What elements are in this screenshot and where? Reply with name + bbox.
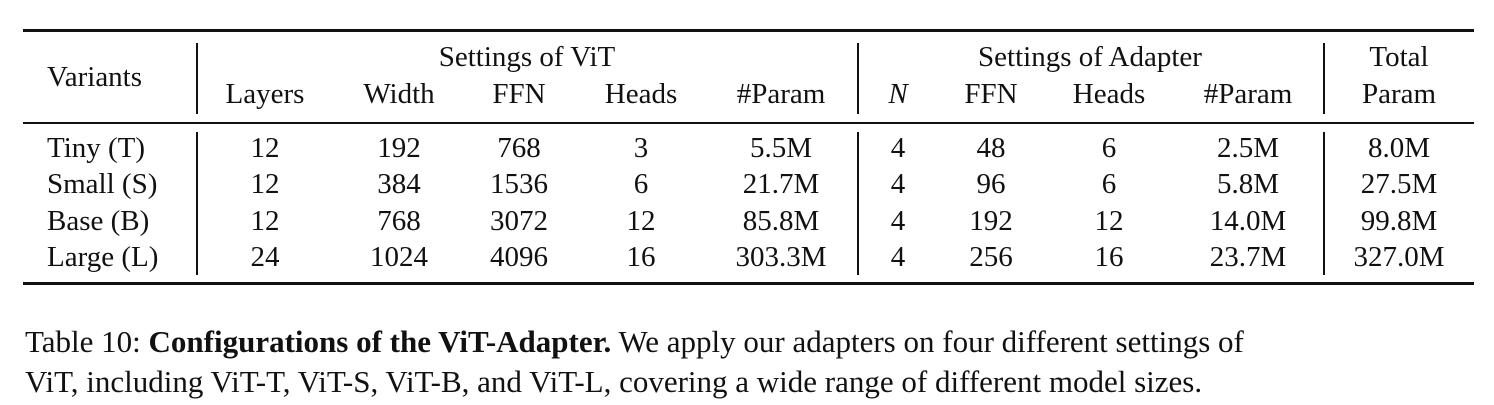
table-cell-adapter-ffn: 256 bbox=[969, 241, 1013, 273]
table-cell-vit-param: 21.7M bbox=[742, 168, 820, 200]
header-separator-vit bbox=[857, 43, 859, 114]
table-cell-vit-heads: 3 bbox=[633, 132, 649, 164]
header-vit-heads: Heads bbox=[604, 78, 678, 110]
table-cell-adapter-param: 2.5M bbox=[1216, 132, 1280, 164]
table-cell-variant: Base (B) bbox=[47, 205, 150, 237]
table-cell-vit-param: 85.8M bbox=[742, 205, 820, 237]
table-cell-total-param: 27.5M bbox=[1360, 168, 1438, 200]
header-vit-param: #Param bbox=[736, 78, 826, 110]
table-cell-vit-ffn: 3072 bbox=[490, 205, 548, 237]
body-separator-variants bbox=[196, 132, 198, 275]
table-cell-adapter-ffn: 48 bbox=[976, 132, 1006, 164]
table-cell-adapter-heads: 16 bbox=[1094, 241, 1124, 273]
table-cell-vit-param: 5.5M bbox=[749, 132, 813, 164]
table-cell-width: 1024 bbox=[370, 241, 428, 273]
header-separator-adapter bbox=[1323, 43, 1325, 114]
table-cell-adapter-param: 23.7M bbox=[1209, 241, 1287, 273]
caption-line-1: Table 10: Configurations of the ViT-Adap… bbox=[25, 322, 1475, 362]
header-width: Width bbox=[363, 78, 435, 110]
table-cell-adapter-heads: 12 bbox=[1094, 205, 1124, 237]
table-cell-adapter-ffn: 96 bbox=[976, 168, 1006, 200]
header-adapter-param: #Param bbox=[1203, 78, 1293, 110]
caption-text-line1: We apply our adapters on four different … bbox=[618, 324, 1244, 359]
table-cell-n: 4 bbox=[890, 168, 906, 200]
header-vit-ffn: FFN bbox=[492, 78, 546, 110]
table-cell-width: 192 bbox=[377, 132, 421, 164]
table-cell-variant: Large (L) bbox=[47, 241, 159, 273]
table-cell-n: 4 bbox=[890, 241, 906, 273]
table-cell-width: 768 bbox=[377, 205, 421, 237]
table-cell-n: 4 bbox=[890, 132, 906, 164]
table-cell-width: 384 bbox=[377, 168, 421, 200]
table-cell-total-param: 327.0M bbox=[1353, 241, 1445, 273]
table-cell-vit-heads: 16 bbox=[626, 241, 656, 273]
table-cell-vit-ffn: 4096 bbox=[490, 241, 548, 273]
table-header-rule bbox=[23, 122, 1474, 124]
table-bottom-rule bbox=[23, 282, 1474, 285]
table-cell-total-param: 8.0M bbox=[1367, 132, 1431, 164]
header-n: N bbox=[888, 78, 908, 110]
table-cell-adapter-param: 5.8M bbox=[1216, 168, 1280, 200]
header-variants: Variants bbox=[47, 61, 143, 93]
table-cell-vit-param: 303.3M bbox=[735, 241, 827, 273]
table-cell-layers: 12 bbox=[250, 168, 280, 200]
table-caption: Table 10: Configurations of the ViT-Adap… bbox=[25, 322, 1475, 402]
caption-line-2: ViT, including ViT-T, ViT-S, ViT-B, and … bbox=[25, 364, 1203, 399]
caption-label: Table 10: bbox=[25, 324, 141, 359]
header-settings-vit: Settings of ViT bbox=[438, 41, 616, 73]
table-cell-adapter-ffn: 192 bbox=[969, 205, 1013, 237]
header-separator-variants bbox=[196, 43, 198, 114]
table-top-rule bbox=[23, 29, 1474, 32]
header-layers: Layers bbox=[225, 78, 305, 110]
caption-title: Configurations of the ViT-Adapter. bbox=[148, 324, 612, 359]
table-cell-n: 4 bbox=[890, 205, 906, 237]
header-total-line1: Total bbox=[1369, 41, 1429, 73]
table-cell-layers: 24 bbox=[250, 241, 280, 273]
header-total-line2: Param bbox=[1361, 78, 1437, 110]
table-cell-vit-heads: 6 bbox=[633, 168, 649, 200]
table-cell-total-param: 99.8M bbox=[1360, 205, 1438, 237]
header-adapter-ffn: FFN bbox=[964, 78, 1018, 110]
table-cell-layers: 12 bbox=[250, 132, 280, 164]
header-settings-adapter: Settings of Adapter bbox=[978, 41, 1202, 73]
header-adapter-heads: Heads bbox=[1072, 78, 1146, 110]
table-cell-adapter-param: 14.0M bbox=[1209, 205, 1287, 237]
table-cell-vit-ffn: 1536 bbox=[490, 168, 548, 200]
table-cell-variant: Small (S) bbox=[47, 168, 158, 200]
table-cell-vit-ffn: 768 bbox=[497, 132, 541, 164]
body-separator-vit bbox=[857, 132, 859, 275]
table-cell-adapter-heads: 6 bbox=[1101, 132, 1117, 164]
body-separator-adapter bbox=[1323, 132, 1325, 275]
table-cell-vit-heads: 12 bbox=[626, 205, 656, 237]
table-cell-variant: Tiny (T) bbox=[47, 132, 146, 164]
table-cell-adapter-heads: 6 bbox=[1101, 168, 1117, 200]
table-cell-layers: 12 bbox=[250, 205, 280, 237]
